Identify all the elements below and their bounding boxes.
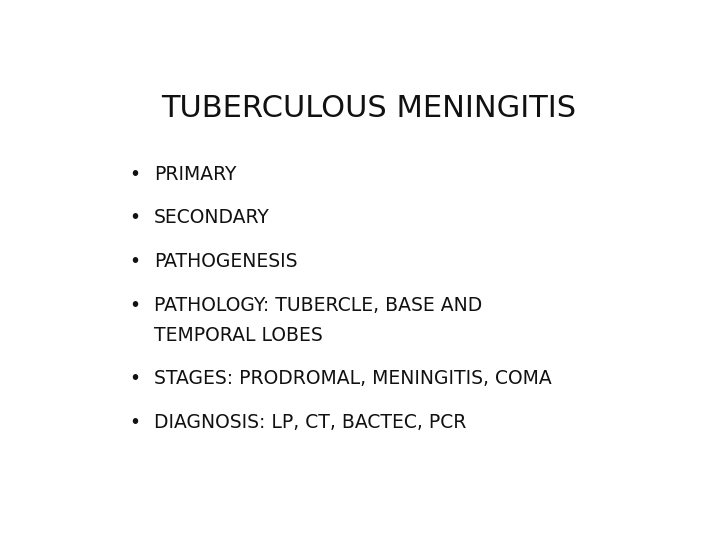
Text: PRIMARY: PRIMARY <box>154 165 237 184</box>
Text: TEMPORAL LOBES: TEMPORAL LOBES <box>154 326 323 345</box>
Text: •: • <box>129 413 140 432</box>
Text: •: • <box>129 252 140 271</box>
Text: •: • <box>129 165 140 184</box>
Text: SECONDARY: SECONDARY <box>154 208 270 227</box>
Text: TUBERCULOUS MENINGITIS: TUBERCULOUS MENINGITIS <box>161 94 577 123</box>
Text: •: • <box>129 295 140 315</box>
Text: DIAGNOSIS: LP, CT, BACTEC, PCR: DIAGNOSIS: LP, CT, BACTEC, PCR <box>154 413 467 432</box>
Text: PATHOGENESIS: PATHOGENESIS <box>154 252 297 271</box>
Text: •: • <box>129 208 140 227</box>
Text: PATHOLOGY: TUBERCLE, BASE AND: PATHOLOGY: TUBERCLE, BASE AND <box>154 295 482 315</box>
Text: •: • <box>129 369 140 388</box>
Text: STAGES: PRODROMAL, MENINGITIS, COMA: STAGES: PRODROMAL, MENINGITIS, COMA <box>154 369 552 388</box>
